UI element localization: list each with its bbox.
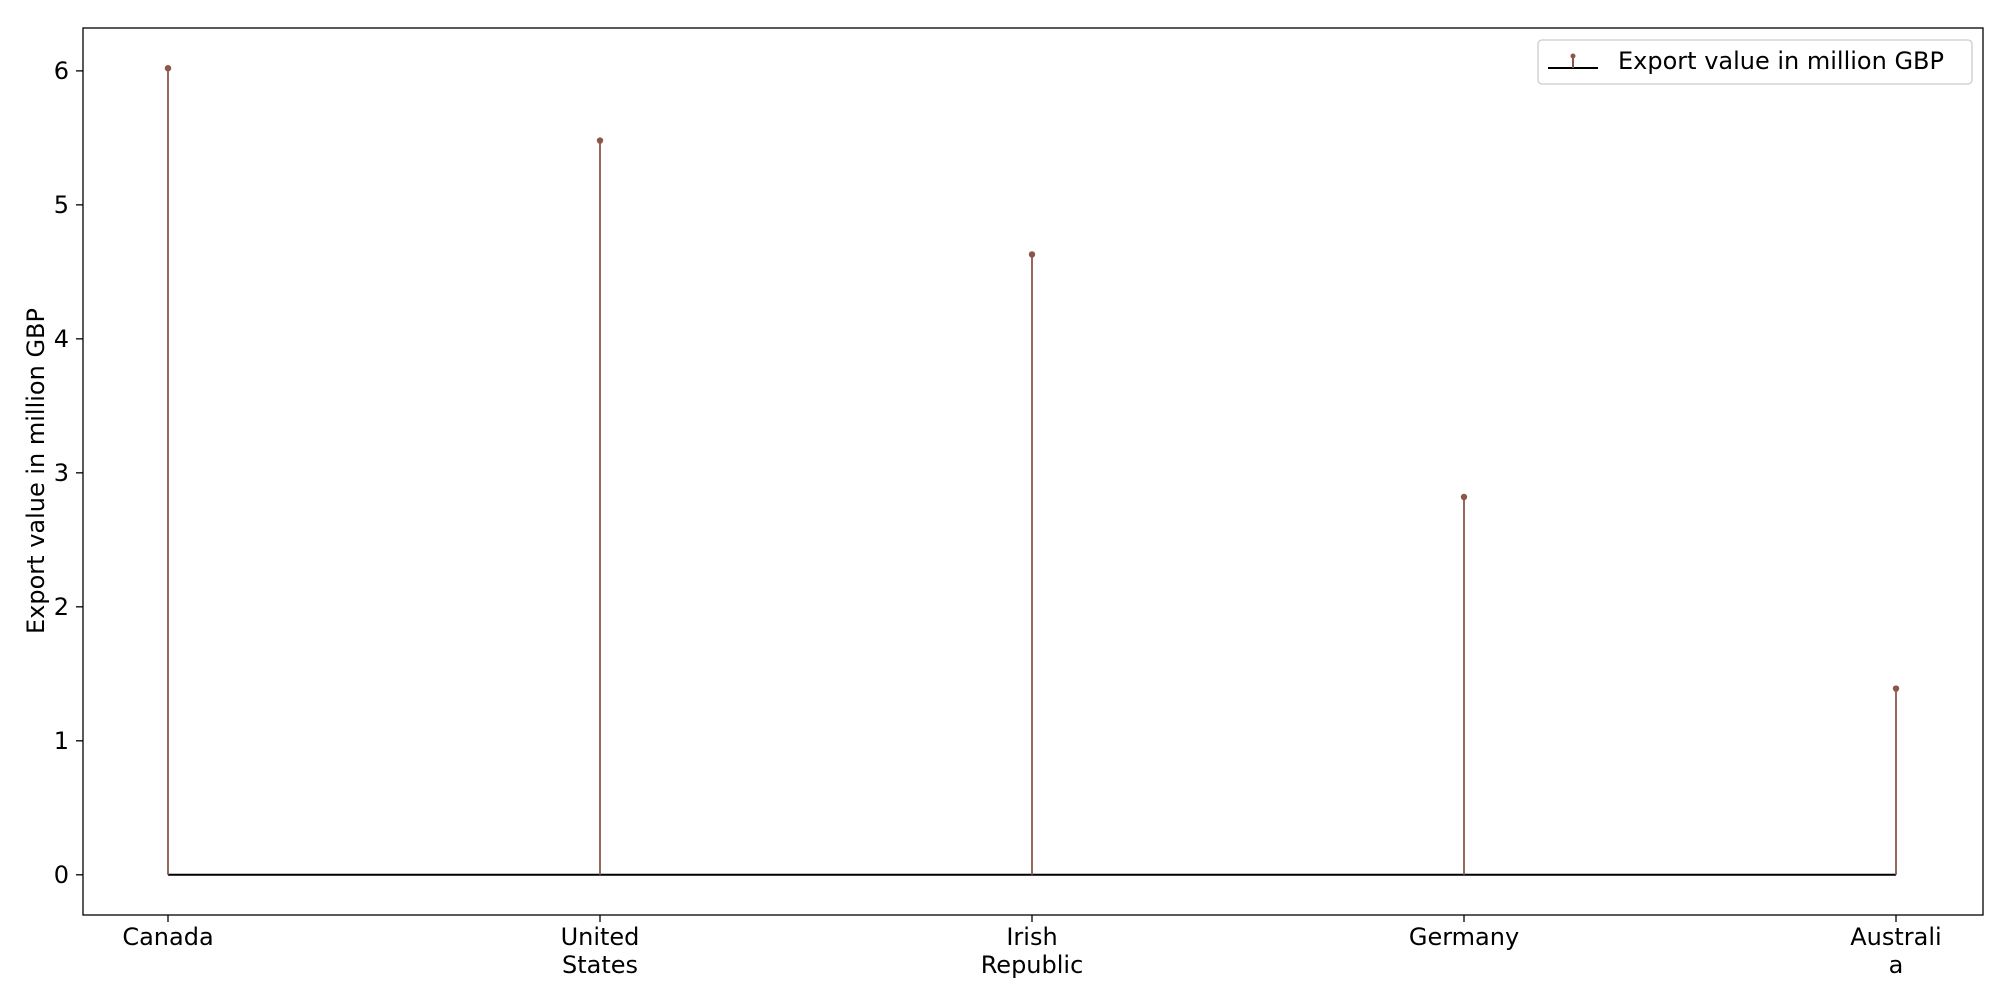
x-tick-label: Germany [1409, 923, 1519, 951]
y-tick-label: 4 [54, 325, 69, 353]
stem-marker [596, 137, 604, 144]
x-tick-label: Irish Republic [981, 923, 1084, 979]
y-tick-label: 3 [54, 459, 69, 487]
legend-stem-icon [1548, 53, 1598, 69]
legend-box [1537, 39, 1973, 85]
legend[interactable]: Export value in million GBP [1537, 39, 1973, 85]
stem-marker [1892, 685, 1900, 692]
y-tick-label: 1 [54, 727, 69, 755]
y-axis-label: Export value in million GBP [22, 308, 50, 634]
plot-area-frame [82, 27, 1984, 916]
y-axis-ticks: 0 1 2 3 4 5 6 [54, 57, 83, 889]
x-tick-label: Australi a [1850, 923, 1941, 979]
stem-marker [164, 64, 172, 72]
y-tick-label: 5 [54, 191, 69, 219]
y-tick-label: 0 [54, 861, 69, 889]
stem-marker [1028, 251, 1036, 258]
legend-label: Export value in million GBP [1618, 47, 1944, 75]
y-tick-label: 2 [54, 593, 69, 621]
y-tick-label: 6 [54, 57, 69, 85]
stems-layer [164, 64, 1900, 875]
stem-marker [1460, 493, 1468, 501]
x-tick-label: Canada [122, 923, 213, 951]
x-axis-ticks: Canada United States Irish Republic Germany Au… [122, 915, 1942, 979]
x-tick-label: United States [561, 923, 640, 979]
